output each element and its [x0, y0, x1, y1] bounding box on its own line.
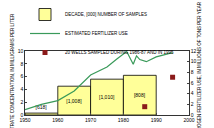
svg-text:1970: 1970 — [85, 117, 96, 123]
svg-text:2: 2 — [20, 99, 23, 105]
svg-text:1950: 1950 — [19, 117, 30, 123]
svg-text:2: 2 — [191, 101, 194, 107]
svg-text:[1,008]: [1,008] — [66, 98, 82, 104]
svg-text:10: 10 — [18, 48, 24, 54]
svg-text:1990: 1990 — [151, 117, 162, 123]
svg-text:0: 0 — [191, 112, 194, 118]
svg-text:8: 8 — [20, 61, 23, 67]
svg-text:MEDIAN NITRATE CONCENTRATION,: MEDIAN NITRATE CONCENTRATION, IN MILLIGR… — [10, 13, 15, 128]
svg-text:8: 8 — [191, 69, 194, 75]
svg-text:2000: 2000 — [183, 117, 194, 123]
svg-text:ESTIMATED FERTILIZER USE: ESTIMATED FERTILIZER USE — [65, 31, 128, 36]
svg-text:12: 12 — [191, 48, 197, 54]
svg-text:10: 10 — [191, 58, 197, 64]
svg-text:DECADE, [000] NUMBER OF SAMPLE: DECADE, [000] NUMBER OF SAMPLES — [65, 12, 147, 17]
svg-text:[1,010]: [1,010] — [99, 94, 115, 100]
svg-text:[808]: [808] — [134, 92, 146, 98]
svg-text:4: 4 — [191, 90, 194, 96]
svg-text:ESTIMATED NITROGEN FERTILIZER: ESTIMATED NITROGEN FERTILIZER USE, IN MI… — [197, 1, 202, 128]
svg-text:6: 6 — [20, 73, 23, 79]
svg-text:1980: 1980 — [118, 117, 129, 123]
svg-text:0: 0 — [20, 112, 23, 118]
svg-text:4: 4 — [20, 86, 23, 92]
svg-text:[618]: [618] — [36, 104, 48, 110]
svg-text:20 WELLS SAMPLED DURING 1986-8: 20 WELLS SAMPLED DURING 1986-87 AND IN 1… — [65, 50, 174, 55]
svg-text:6: 6 — [191, 80, 194, 86]
svg-text:1960: 1960 — [52, 117, 63, 123]
